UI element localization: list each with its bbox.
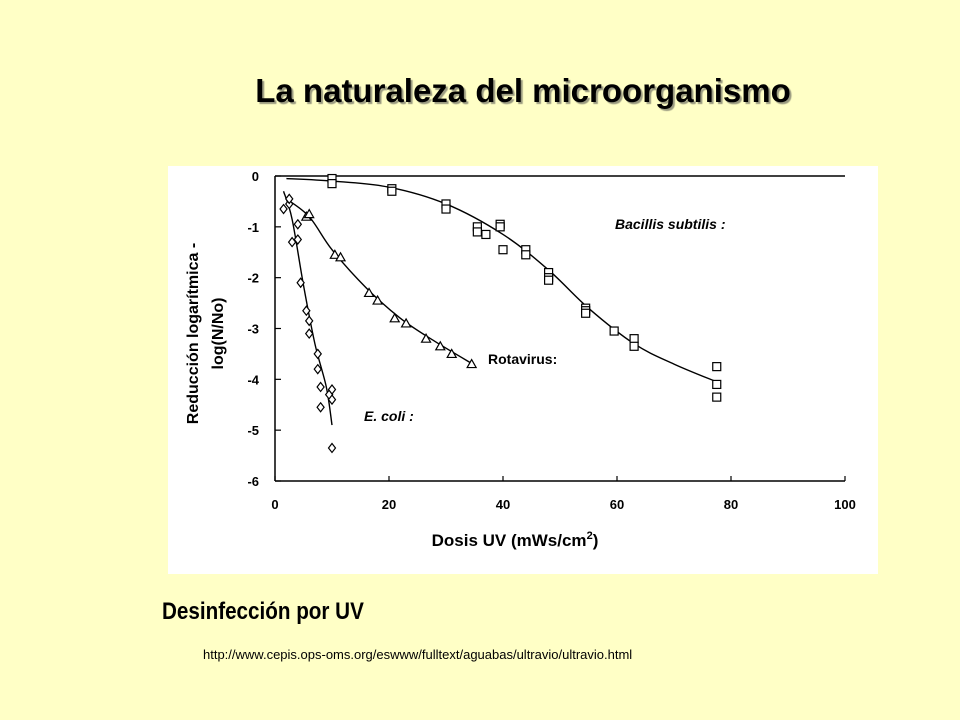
rotavirus-point — [335, 251, 347, 262]
bacillus-subtilis-point — [712, 392, 722, 402]
rotavirus-point — [420, 332, 432, 343]
y-tick-label: 0 — [252, 169, 259, 184]
bacillus-subtilis-point — [495, 222, 505, 232]
bacillus-subtilis-point — [521, 250, 531, 260]
e-coli-point — [327, 394, 337, 406]
rotavirus-point — [434, 340, 446, 351]
y-axis-label-line2: log(N/No) — [210, 298, 227, 370]
y-axis-label-line1: Reducción logarítmica - — [185, 243, 202, 424]
y-tick-label: -4 — [247, 372, 259, 387]
bacillus-subtilis-point — [712, 362, 722, 372]
bacillus-subtilis-point — [712, 379, 722, 390]
e-coli-point — [327, 442, 337, 454]
e-coli-point — [302, 305, 311, 317]
bacillus-subtilis-point — [629, 341, 639, 351]
x-tick-label: 80 — [724, 497, 738, 512]
x-tick-label: 0 — [271, 497, 278, 512]
e-coli-point — [296, 277, 305, 289]
x-tick-label: 20 — [382, 497, 396, 512]
bacillus-subtilis-point — [544, 275, 554, 285]
y-tick-label: -6 — [247, 474, 259, 489]
x-tick-label: 60 — [610, 497, 624, 512]
bacillus-subtilis-point — [629, 334, 639, 344]
chart-axes — [274, 175, 846, 482]
x-axis-label: Dosis UV (mWs/cm2) — [432, 530, 599, 550]
caption: Desinfección por UV — [162, 598, 364, 625]
y-tick-label: -1 — [247, 220, 259, 235]
e-coli-point — [293, 234, 303, 246]
e-coli-point — [304, 328, 314, 340]
e-coli-point — [284, 193, 294, 205]
rotavirus-point — [389, 312, 401, 323]
y-tick-label: -5 — [247, 423, 259, 438]
rotavirus-point — [303, 208, 315, 219]
bacillus-subtilis-point — [472, 227, 482, 237]
rotavirus-point — [363, 287, 375, 298]
y-tick-label: -2 — [247, 271, 259, 286]
bacillus-subtilis-point — [581, 308, 591, 318]
bacillus-subtilis-label: Bacillis subtilis : — [615, 216, 725, 232]
uv-dose-chart: 0 -1 -2 -3 -4 -5 -6 0 20 40 60 80 100 Dosis UV (mWs/c… — [185, 169, 856, 550]
rotavirus-point — [446, 348, 458, 359]
e-coli-point — [327, 384, 337, 395]
chart-panel: 0 -1 -2 -3 -4 -5 -6 0 20 40 60 80 100 Dosis UV (mWs/c… — [168, 166, 878, 574]
e-coli-point — [279, 203, 288, 215]
bacillus-subtilis-point — [387, 186, 397, 196]
e-coli-point — [313, 348, 323, 360]
source-url[interactable]: http://www.cepis.ops-oms.org/eswww/fullt… — [203, 647, 633, 662]
e-coli-point — [316, 381, 325, 393]
bacillus-subtilis-point — [498, 245, 508, 255]
bacillus-subtilis-point — [481, 229, 491, 240]
data-markers — [279, 173, 722, 454]
chart-labels: 0 -1 -2 -3 -4 -5 -6 0 20 40 60 80 100 Dosis UV (mWs/c… — [185, 169, 856, 550]
e-coli-point — [316, 401, 325, 413]
x-tick-label: 100 — [834, 497, 856, 512]
rotavirus-point — [329, 249, 341, 259]
rotavirus-point — [466, 358, 478, 369]
rotavirus-point — [400, 317, 412, 328]
e-coli-label: E. coli : — [364, 408, 414, 424]
y-tick-label: -3 — [247, 322, 259, 337]
bacillus-subtilis-point — [609, 326, 619, 336]
e-coli-point — [293, 218, 303, 230]
bacillus-subtilis-point — [441, 204, 451, 214]
bacillus-subtilis-point — [327, 179, 337, 189]
e-coli-point — [313, 363, 323, 375]
rotavirus-point — [372, 294, 384, 305]
x-tick-label: 40 — [496, 497, 510, 512]
slide-title: La naturaleza del microorganismo — [255, 72, 791, 109]
rotavirus-label: Rotavirus: — [488, 351, 557, 367]
e-coli-point — [304, 315, 314, 327]
